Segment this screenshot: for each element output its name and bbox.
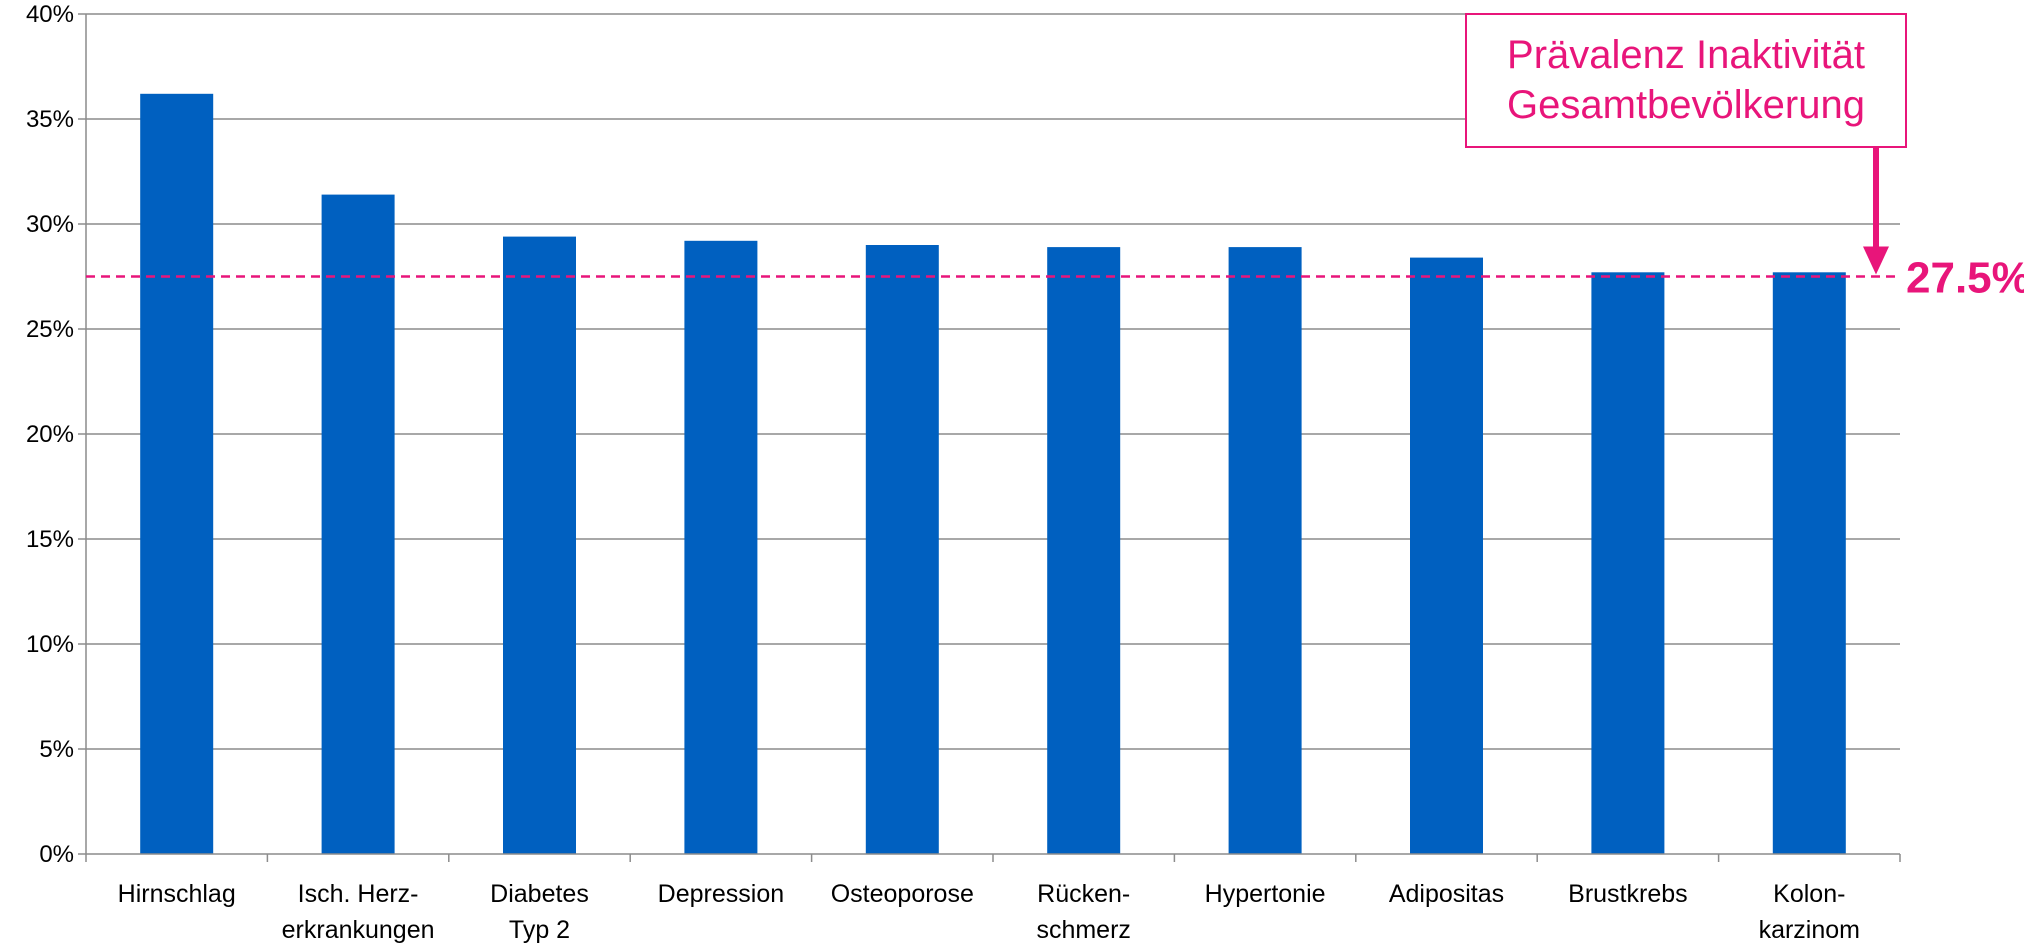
category-label: Kolon- [1773,880,1845,908]
y-tick-label: 25% [26,316,74,343]
bar [1772,272,1846,854]
bar [1591,272,1665,854]
category-label: schmerz [1036,916,1130,944]
category-label: Hirnschlag [118,880,236,908]
y-tick-label: 0% [39,841,74,868]
category-label: Brustkrebs [1568,880,1687,908]
category-label: Rücken- [1037,880,1130,908]
bar [503,236,576,855]
bar [1228,247,1302,855]
category-label: karzinom [1759,916,1860,944]
y-tick-label: 30% [26,211,74,238]
y-tick-label: 15% [26,526,74,553]
callout-text: Prävalenz Inaktivität [1507,33,1865,77]
bar [140,93,214,855]
callout-box [1465,13,1907,148]
category-label: Diabetes [490,880,589,908]
bar [321,194,395,855]
category-label: Depression [658,880,784,908]
bar [865,245,939,854]
category-label: Typ 2 [509,916,570,944]
bar [684,240,758,855]
bars [140,93,1846,855]
bar [1047,247,1121,855]
y-tick-label: 10% [26,631,74,658]
y-tick-label: 40% [26,1,74,28]
y-tick-label: 20% [26,421,74,448]
arrowhead-icon [1863,246,1889,275]
category-label: Isch. Herz- [298,880,419,908]
category-label: Hypertonie [1205,880,1326,908]
reference-line-group: 27.5% Prävalenz Inaktivität Gesamtbevölker… [86,13,2024,303]
bar [1410,257,1483,855]
y-tick-label: 35% [26,106,74,133]
axes: 0% 5% 10% 15% 20% 25% 30% 35% 40% Hirnschlag Isch.… [26,1,1901,944]
reference-value-label: 27.5% [1906,254,2024,303]
y-tick-label: 5% [39,736,74,763]
category-label: erkrankungen [282,916,435,944]
callout-text: Gesamtbevölkerung [1507,83,1865,127]
category-label: Osteoporose [831,880,974,908]
category-label: Adipositas [1389,880,1504,908]
